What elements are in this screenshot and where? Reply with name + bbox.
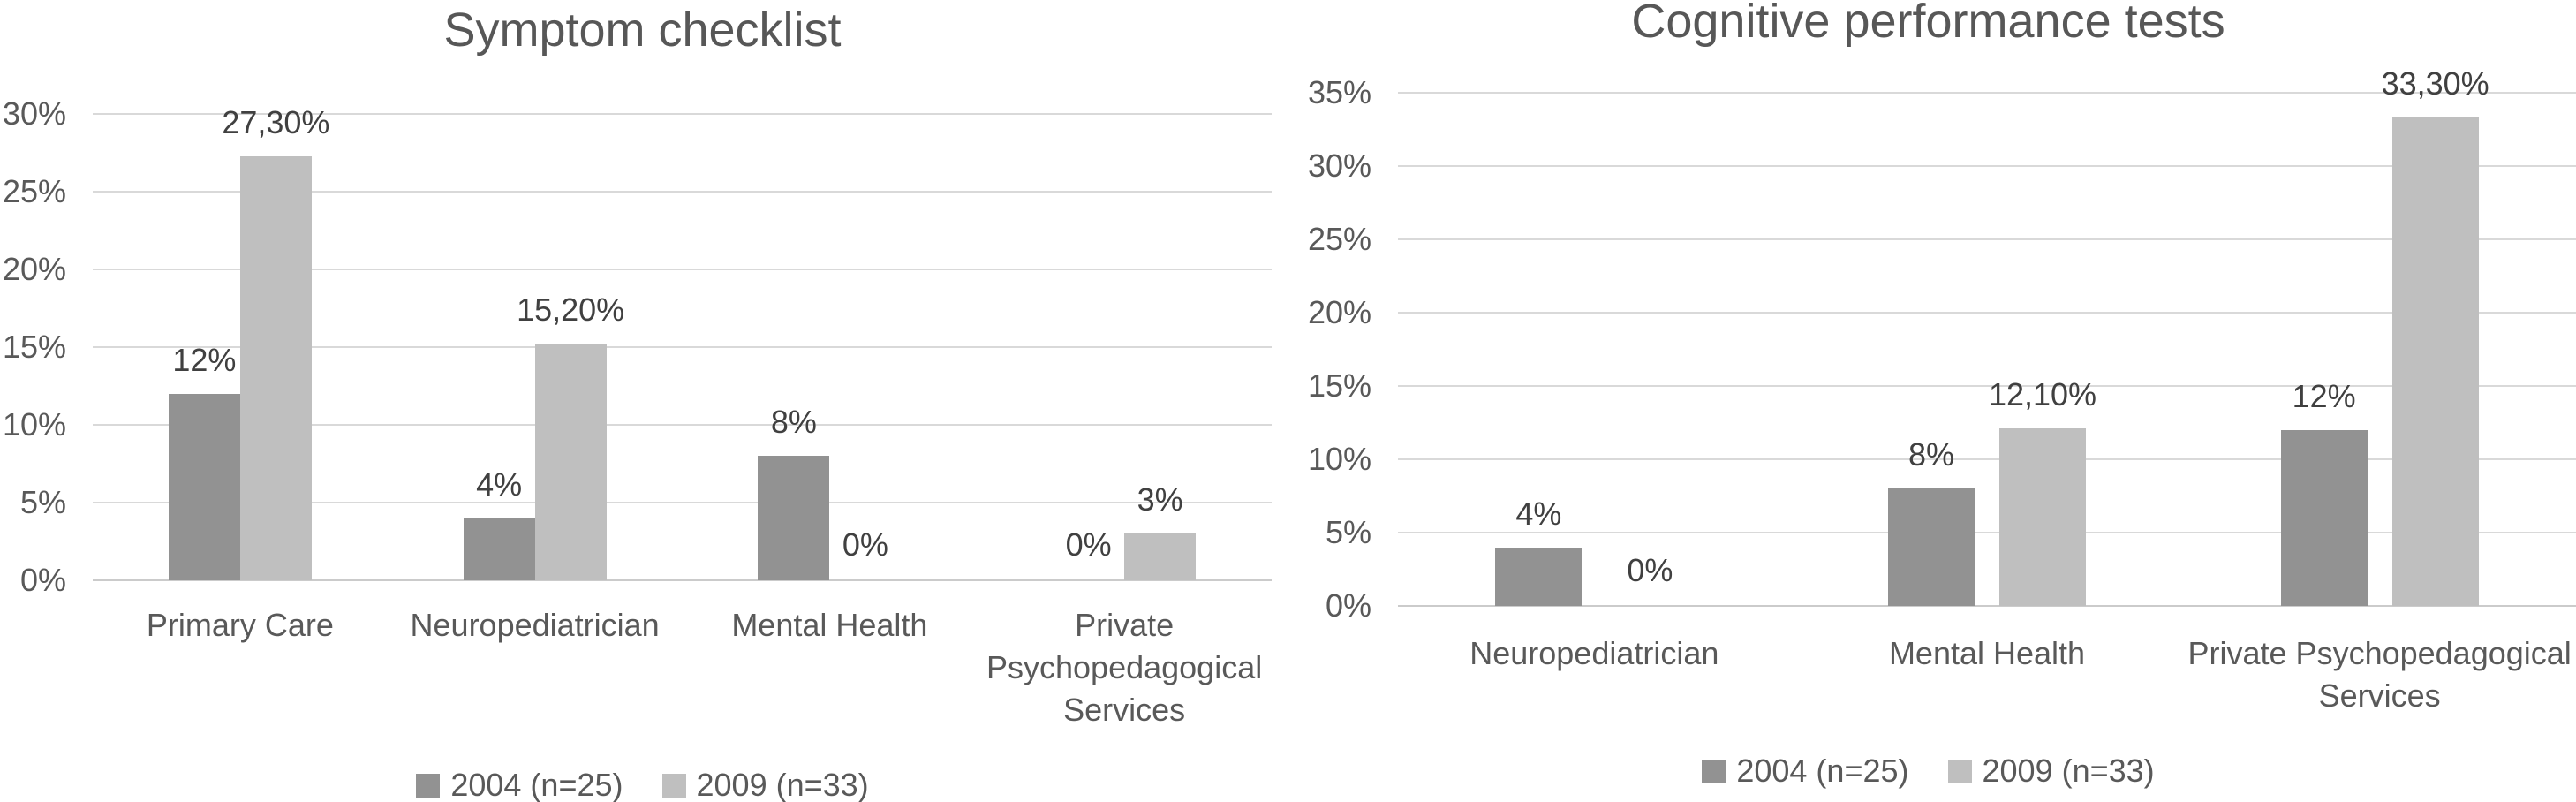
y-axis-tick-label: 30% — [1307, 148, 1371, 184]
legend-swatch-icon — [1947, 759, 1972, 783]
plot-area: 0% 5% 10% 15% 20% 25% 30% 12% 27,30% Primary Care… — [0, 0, 1285, 802]
plot-area: 0% 5% 10% 15% 20% 25% 30% 35% 4% 0% Neuropediatric… — [1280, 0, 2576, 802]
bar-value-label: 4% — [1515, 495, 1562, 532]
bar-2009-mental-health — [1999, 428, 2086, 606]
legend-label: 2004 (n=25) — [450, 767, 623, 802]
bar-value-label: 12% — [2292, 377, 2356, 414]
category-label-mental-health: Mental Health — [1888, 635, 2086, 671]
bar-value-label: 15,20% — [517, 291, 625, 329]
y-axis-tick-label: 10% — [2, 406, 66, 443]
category-label-private-psychopedagogical-services: Private Psychopedagogical Services — [2187, 635, 2572, 714]
bar-2004-primary-care — [168, 393, 240, 580]
bar-value-label: 33,30% — [2381, 65, 2489, 102]
y-axis-tick-label: 35% — [1307, 74, 1371, 110]
chart-legend: 2004 (n=25) 2009 (n=33) — [0, 767, 1285, 802]
gridline — [1398, 312, 2576, 314]
y-axis-tick-label: 25% — [2, 173, 66, 209]
bar-2009-private-psychopedagogical-services — [2391, 117, 2479, 606]
gridline — [93, 346, 1272, 348]
bar-2009-private-psychopedagogical-services — [1124, 533, 1197, 580]
y-axis-tick-label: 15% — [2, 329, 66, 365]
category-label-private-psychopedagogical-services: Private Psychopedagogical Services — [986, 607, 1263, 728]
bar-2004-neuropediatrician — [1495, 547, 1583, 606]
bar-value-label: 0% — [1627, 552, 1673, 588]
bar-value-label: 12% — [172, 341, 237, 378]
bar-value-label: 8% — [770, 404, 817, 441]
category-label-neuropediatrician: Neuropediatrician — [1469, 635, 1719, 671]
y-axis-tick-label: 10% — [1307, 441, 1371, 477]
category-label-primary-care: Primary Care — [146, 607, 334, 643]
symptom-checklist-chart: Symptom checklist 0% 5% 10% 15% 20% 25% 30% 12%… — [0, 0, 1285, 802]
legend-swatch-icon — [1702, 759, 1726, 783]
y-axis-tick-label: 5% — [19, 484, 66, 520]
y-axis-tick-label: 0% — [1325, 587, 1371, 624]
bar-2004-private-psychopedagogical-services — [2280, 429, 2368, 606]
legend-label: 2004 (n=25) — [1736, 753, 1909, 789]
legend-swatch-icon — [416, 773, 441, 798]
gridline — [1398, 238, 2576, 240]
bar-value-label: 0% — [1065, 526, 1112, 563]
y-axis-tick-label: 0% — [19, 562, 66, 598]
category-label-neuropediatrician: Neuropediatrician — [410, 607, 660, 643]
bar-2009-neuropediatrician — [534, 344, 607, 580]
bar-value-label: 4% — [476, 465, 523, 503]
y-axis-tick-label: 20% — [2, 251, 66, 287]
chart-legend: 2004 (n=25) 2009 (n=33) — [1280, 753, 2576, 790]
bar-value-label: 27,30% — [222, 103, 330, 140]
gridline — [93, 502, 1272, 503]
legend-label: 2009 (n=33) — [1982, 753, 2155, 789]
chart-title: Symptom checklist — [443, 4, 842, 57]
legend-label: 2009 (n=33) — [696, 767, 869, 802]
gridline — [1398, 385, 2576, 387]
x-axis-line — [1398, 605, 2576, 607]
x-axis-line — [93, 579, 1272, 581]
legend-swatch-icon — [661, 773, 686, 798]
gridline — [1398, 532, 2576, 533]
bar-value-label: 12,10% — [1988, 376, 2097, 413]
cognitive-performance-tests-chart: Cognitive performance tests 0% 5% 10% 15% 20… — [1280, 0, 2576, 802]
legend-item-2009: 2009 (n=33) — [1947, 753, 2155, 790]
gridline — [93, 113, 1272, 115]
gridline — [93, 269, 1272, 270]
gridline — [1398, 458, 2576, 460]
y-axis-tick-label: 30% — [2, 95, 66, 132]
gridline — [93, 424, 1272, 426]
gridline — [93, 191, 1272, 193]
legend-item-2009: 2009 (n=33) — [661, 767, 869, 802]
legend-item-2004: 2004 (n=25) — [416, 767, 623, 802]
legend-item-2004: 2004 (n=25) — [1702, 753, 1909, 790]
bar-value-label: 0% — [842, 526, 888, 563]
y-axis-tick-label: 25% — [1307, 221, 1371, 257]
category-label-mental-health: Mental Health — [731, 607, 928, 643]
chart-title: Cognitive performance tests — [1631, 0, 2225, 48]
y-axis-tick-label: 15% — [1307, 367, 1371, 404]
bar-2009-primary-care — [239, 155, 312, 580]
gridline — [1398, 92, 2576, 94]
bar-2004-neuropediatrician — [463, 518, 535, 580]
bar-value-label: 3% — [1137, 481, 1183, 518]
bar-2004-mental-health — [758, 456, 830, 580]
gridline — [1398, 165, 2576, 167]
y-axis-tick-label: 5% — [1325, 514, 1371, 550]
bar-value-label: 8% — [1907, 436, 1955, 473]
bar-2004-mental-health — [1888, 488, 1975, 606]
y-axis-tick-label: 20% — [1307, 294, 1371, 330]
